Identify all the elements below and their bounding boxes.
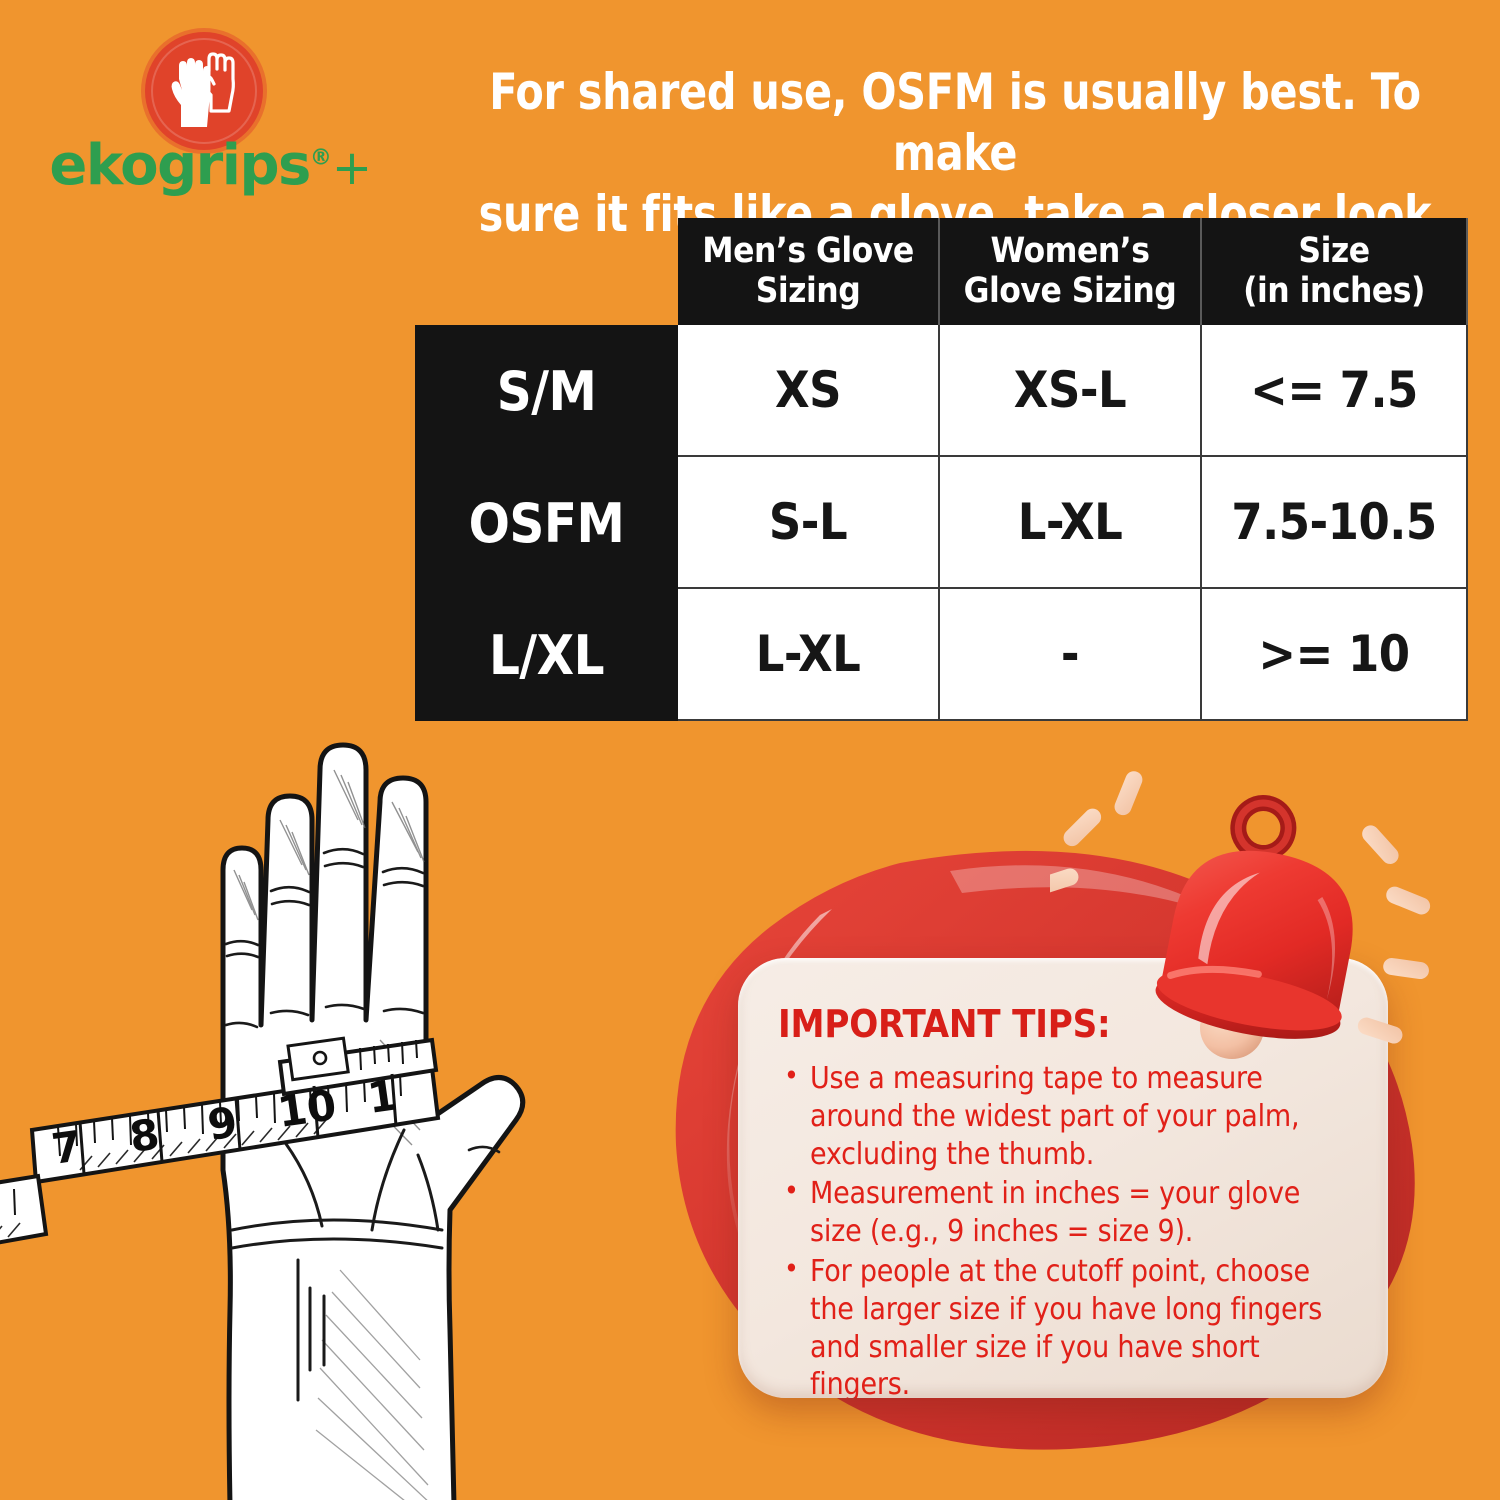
column-header-womens-glove-sizing: Women’s Glove Sizing xyxy=(940,218,1202,325)
column-header-size-line-1: Size xyxy=(1298,231,1370,272)
column-header-size-line-2: (in inches) xyxy=(1243,270,1425,311)
cell-osfm-mens: S-L xyxy=(678,457,940,589)
open-palm-with-measuring-tape-illustration: 7 8 9 10 1 xyxy=(0,742,526,1500)
glove-size-table: Men’s Glove Sizing Women’s Glove Sizing … xyxy=(415,218,1468,723)
table-row: S/M XS XS-L <= 7.5 xyxy=(415,325,1468,457)
cell-lxl-size: >= 10 xyxy=(1202,589,1468,721)
cell-sm-mens: XS xyxy=(678,325,940,457)
column-header-womens-line-2: Glove Sizing xyxy=(963,270,1177,311)
tape-mark-10: 10 xyxy=(275,1080,340,1137)
column-header-size-in-inches: Size (in inches) xyxy=(1202,218,1468,325)
important-tips-card: IMPORTANT TIPS: Use a measuring tape to … xyxy=(738,958,1388,1398)
gloves-icon xyxy=(171,52,235,127)
brand-plus: + xyxy=(331,140,372,196)
table-row: L/XL L-XL - >= 10 xyxy=(415,589,1468,721)
table-header-row: Men’s Glove Sizing Women’s Glove Sizing … xyxy=(415,218,1468,325)
important-tips-group: IMPORTANT TIPS: Use a measuring tape to … xyxy=(620,760,1500,1500)
cell-sm-womens: XS-L xyxy=(940,325,1202,457)
brand-name: ekogrips xyxy=(49,133,311,198)
table-corner-cell xyxy=(415,218,678,325)
column-header-mens-line-1: Men’s Glove xyxy=(702,231,914,272)
table-row: OSFM S-L L-XL 7.5-10.5 xyxy=(415,457,1468,589)
row-label-osfm: OSFM xyxy=(415,457,678,589)
cell-sm-size: <= 7.5 xyxy=(1202,325,1468,457)
headline-line-1: For shared use, OSFM is usually best. To… xyxy=(489,63,1421,182)
tips-list: Use a measuring tape to measure around t… xyxy=(778,1058,1358,1398)
tips-title: IMPORTANT TIPS: xyxy=(778,1002,1111,1046)
tape-mark-7: 7 xyxy=(49,1121,85,1174)
tape-mark-8: 8 xyxy=(127,1109,163,1162)
registered-mark: ® xyxy=(309,145,332,171)
logo-badge-circle xyxy=(145,32,263,150)
list-item: Use a measuring tape to measure around t… xyxy=(778,1058,1358,1173)
list-item: For people at the cutoff point, choose t… xyxy=(778,1251,1358,1398)
tape-mark-11: 1 xyxy=(365,1070,401,1123)
cell-osfm-size: 7.5-10.5 xyxy=(1202,457,1468,589)
cell-osfm-womens: L-XL xyxy=(940,457,1202,589)
cell-lxl-womens: - xyxy=(940,589,1202,721)
list-item: Measurement in inches = your glove size … xyxy=(778,1173,1358,1251)
brand-logo: ekogrips®+ xyxy=(20,20,400,210)
column-header-womens-line-1: Women’s xyxy=(990,231,1150,272)
row-label-lxl: L/XL xyxy=(415,589,678,721)
brand-wordmark: ekogrips®+ xyxy=(20,138,400,194)
column-header-mens-line-2: Sizing xyxy=(755,270,861,311)
tape-mark-9: 9 xyxy=(205,1097,241,1150)
row-label-sm: S/M xyxy=(415,325,678,457)
column-header-mens-glove-sizing: Men’s Glove Sizing xyxy=(678,218,940,325)
cell-lxl-mens: L-XL xyxy=(678,589,940,721)
